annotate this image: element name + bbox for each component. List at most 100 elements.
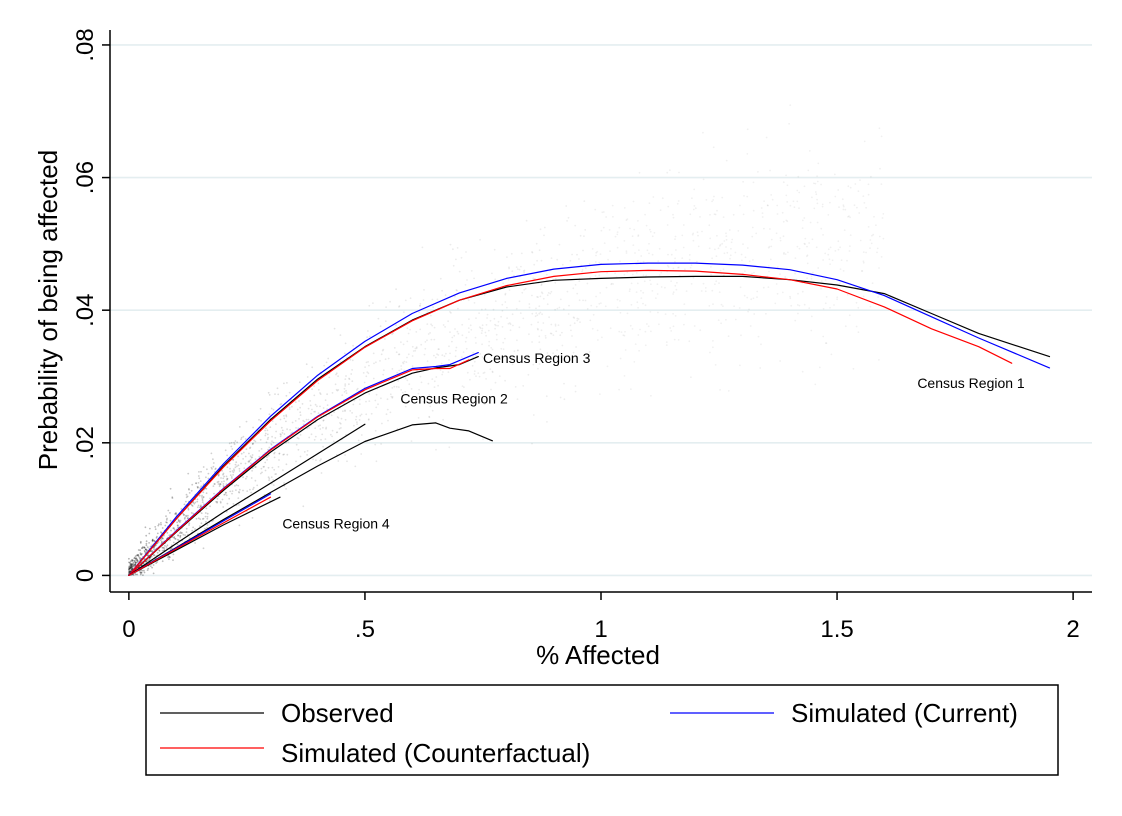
scatter-point [849, 216, 851, 219]
scatter-point [857, 190, 860, 193]
scatter-point [881, 217, 884, 219]
scatter-point [295, 443, 298, 446]
scatter-point [811, 238, 814, 241]
scatter-point [319, 405, 321, 408]
scatter-point [523, 271, 526, 274]
scatter-point [209, 505, 212, 508]
scatter-point [308, 436, 311, 439]
scatter-point [473, 277, 475, 280]
series-line-observed-census-region-2 [128, 422, 493, 577]
scatter-point [550, 323, 553, 326]
scatter-point [721, 196, 724, 199]
scatter-point [129, 563, 132, 566]
scatter-point [770, 245, 773, 248]
y-tick-label-3: .06 [72, 161, 99, 194]
scatter-point [344, 410, 346, 412]
scatter-point [368, 335, 371, 338]
scatter-point [130, 569, 133, 571]
scatter-point [418, 388, 420, 391]
scatter-point [377, 403, 379, 406]
scatter-point [789, 204, 792, 207]
scatter-point [882, 237, 885, 240]
scatter-point [405, 361, 408, 363]
scatter-point [322, 419, 325, 422]
scatter-point [375, 460, 378, 463]
scatter-point [420, 381, 423, 384]
scatter-point [150, 550, 153, 553]
scatter-point [535, 242, 538, 245]
scatter-point [495, 333, 498, 336]
scatter-point [429, 332, 431, 334]
scatter-point [831, 259, 834, 262]
scatter-point [414, 349, 417, 352]
legend-box [145, 684, 1059, 776]
scatter-point [464, 284, 467, 286]
scatter-point [299, 434, 302, 436]
scatter-point [130, 559, 133, 562]
scatter-point [581, 270, 583, 273]
scatter-point [130, 569, 133, 571]
scatter-point [266, 438, 269, 440]
scatter-point [853, 204, 856, 207]
scatter-point [513, 274, 515, 277]
scatter-point [558, 243, 561, 246]
scatter-point [168, 556, 171, 558]
scatter-point [574, 390, 577, 393]
scatter-point [204, 512, 207, 514]
scatter-point [717, 247, 720, 250]
scatter-point [749, 325, 752, 327]
scatter-point [513, 350, 516, 353]
scatter-point [465, 347, 468, 350]
scatter-point [167, 509, 170, 512]
scatter-point [669, 327, 672, 329]
scatter-point [673, 338, 676, 341]
scatter-point [275, 473, 278, 475]
scatter-point [715, 255, 718, 258]
scatter-point [667, 253, 669, 256]
scatter-point [510, 360, 512, 363]
scatter-point [606, 272, 608, 274]
scatter-point [708, 247, 711, 250]
scatter-point [310, 412, 313, 415]
scatter-point [822, 307, 825, 310]
scatter-point [746, 247, 749, 249]
scatter-point [328, 376, 331, 379]
scatter-point [188, 522, 191, 525]
scatter-point [272, 479, 274, 481]
scatter-point [541, 313, 543, 316]
scatter-point [143, 546, 146, 549]
scatter-point [576, 317, 579, 320]
scatter-point [144, 548, 147, 551]
scatter-point [314, 410, 317, 413]
scatter-point [242, 458, 245, 460]
scatter-point [478, 375, 481, 378]
scatter-point [403, 311, 405, 314]
scatter-point [700, 290, 703, 292]
scatter-point [275, 423, 277, 425]
scatter-point [433, 380, 436, 383]
scatter-point [317, 412, 320, 415]
scatter-point [128, 571, 131, 574]
scatter-point [237, 497, 240, 499]
scatter-point [710, 266, 712, 268]
scatter-point [481, 343, 483, 346]
scatter-point [719, 243, 722, 246]
scatter-point [656, 283, 659, 286]
scatter-point [490, 347, 493, 349]
scatter-point [592, 313, 595, 316]
scatter-point [817, 267, 820, 269]
scatter-point [536, 314, 539, 317]
scatter-point [344, 418, 347, 421]
scatter-point [767, 286, 770, 288]
scatter-point [644, 330, 647, 333]
scatter-point [226, 466, 229, 469]
scatter-point [411, 345, 414, 348]
scatter-point [747, 310, 749, 313]
scatter-point [326, 393, 328, 396]
scatter-point [781, 211, 784, 214]
scatter-point [727, 335, 730, 338]
y-axis-title: Prebability of being affected [33, 150, 63, 470]
scatter-point [614, 272, 616, 275]
scatter-point [527, 373, 530, 376]
scatter-point [232, 459, 235, 461]
